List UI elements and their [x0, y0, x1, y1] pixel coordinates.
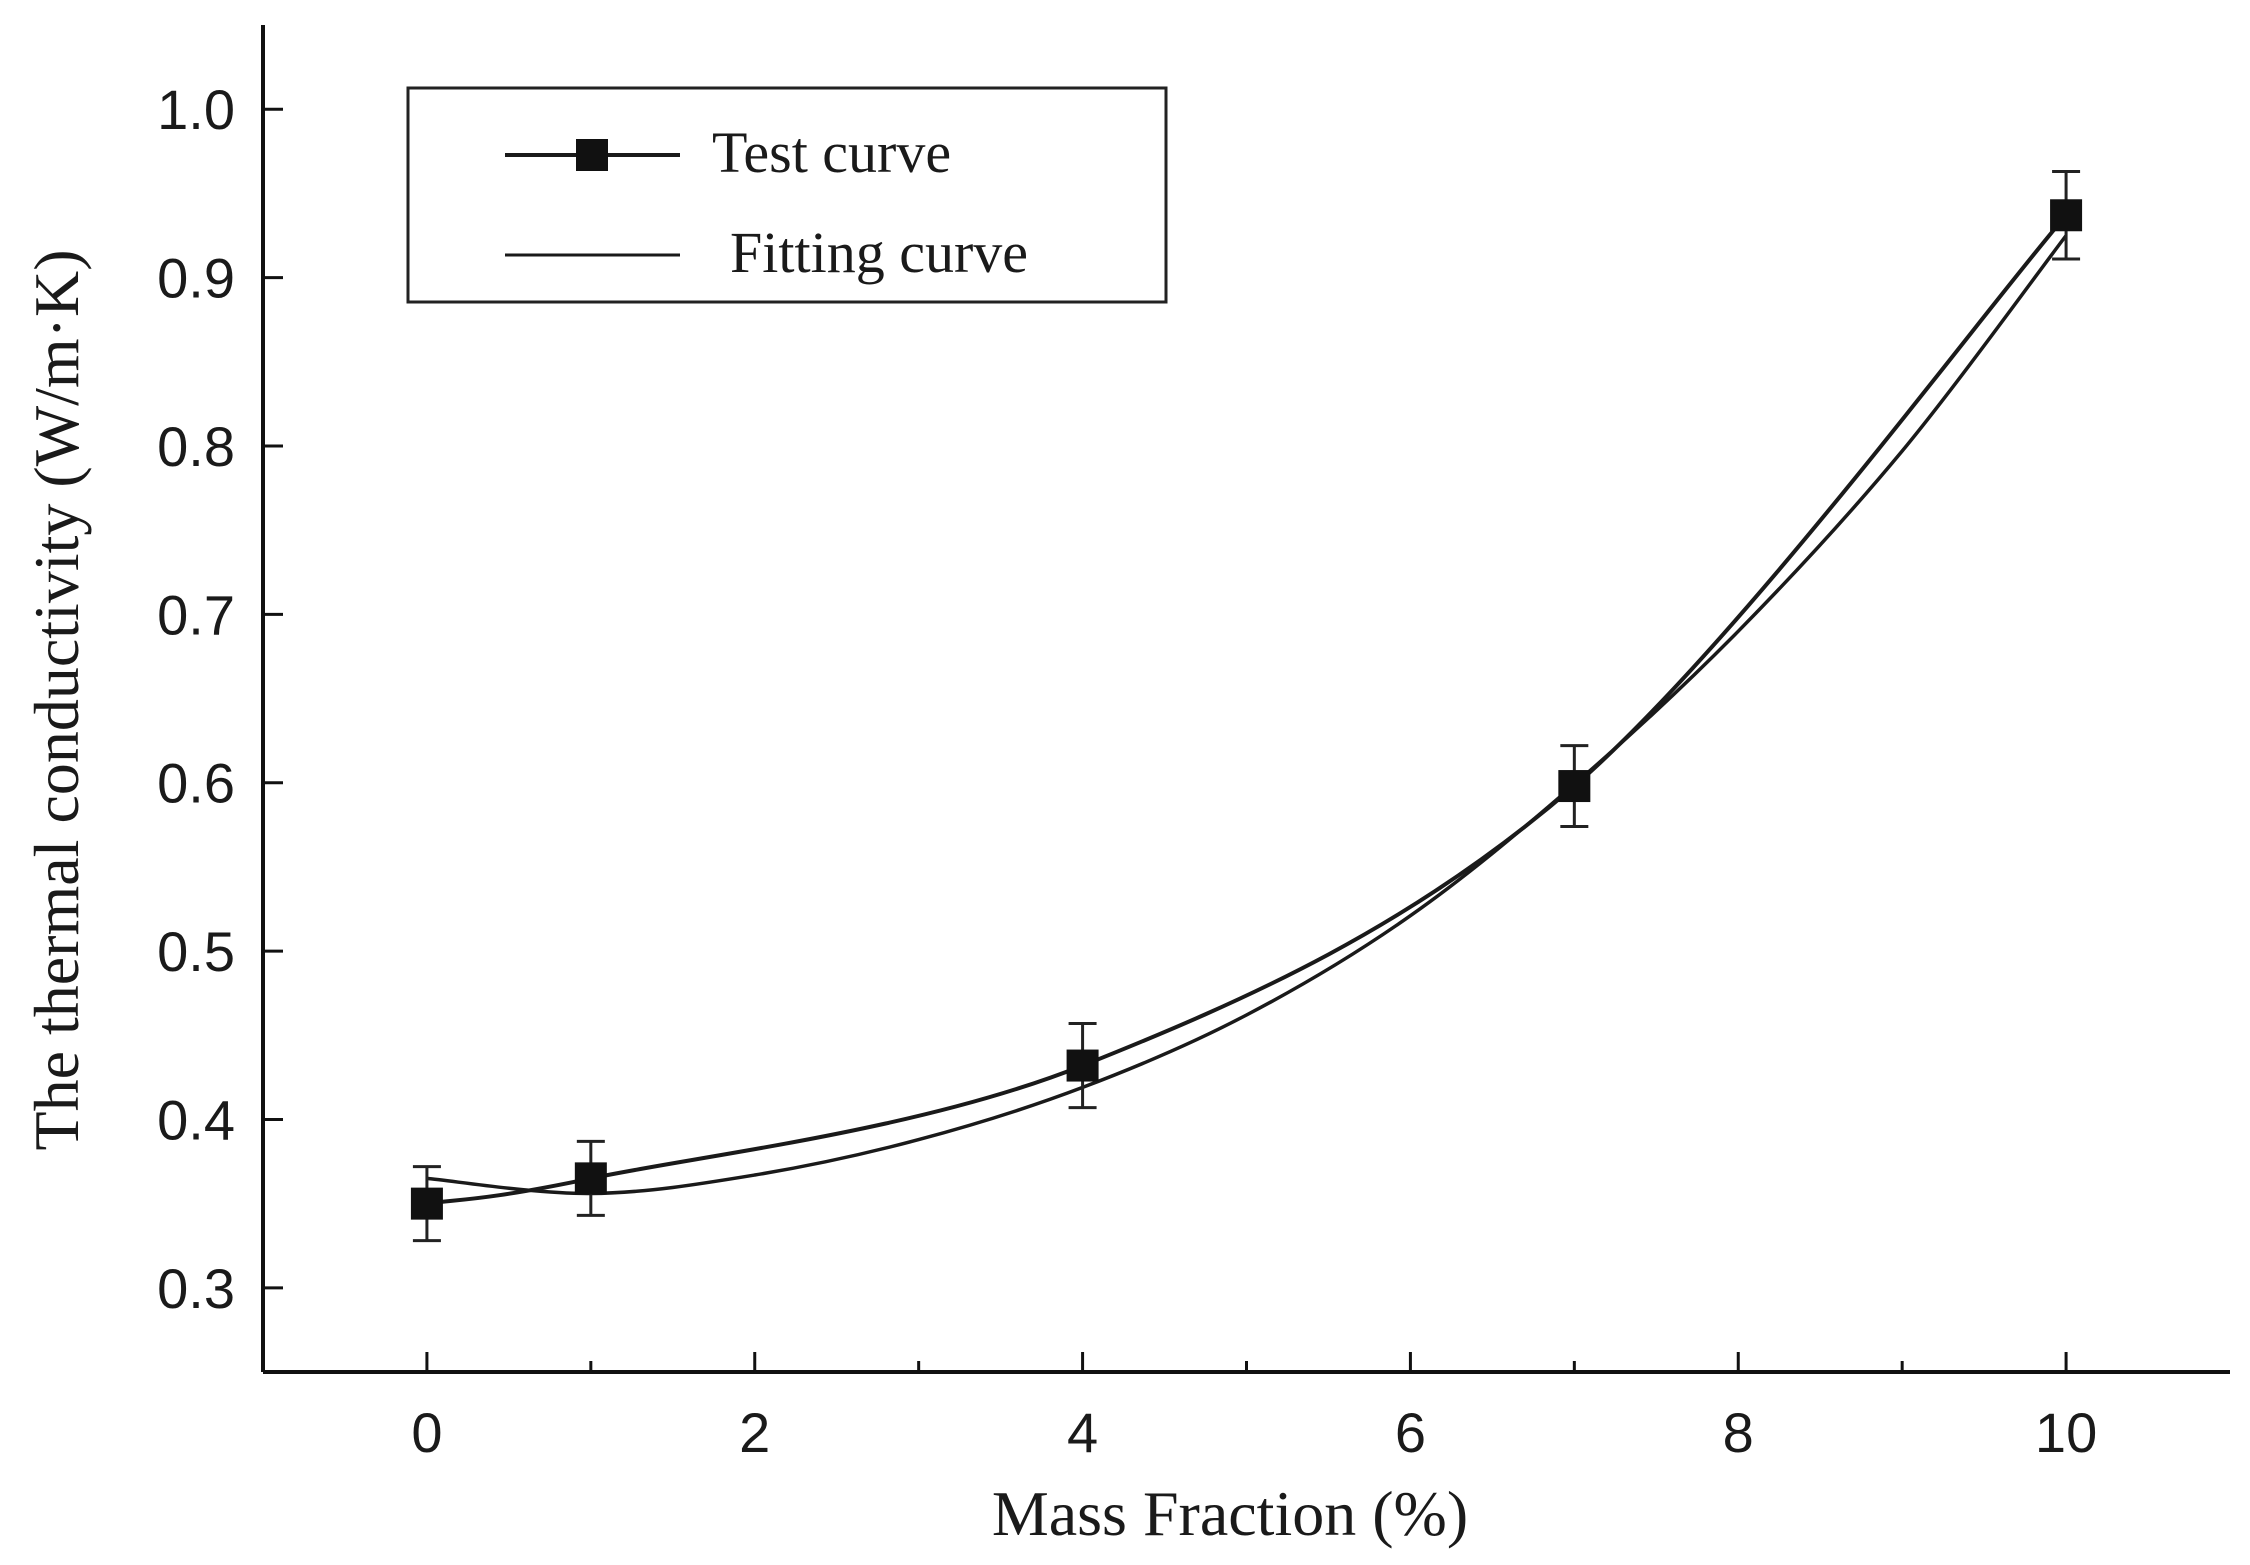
legend-marker-test-curve [576, 139, 608, 171]
y-tick-label: 1.0 [157, 78, 235, 141]
y-tick-label: 0.9 [157, 247, 235, 310]
y-tick-label: 0.4 [157, 1088, 235, 1151]
x-tick-label: 10 [2035, 1401, 2097, 1464]
y-tick-label: 0.6 [157, 752, 235, 815]
y-tick-label: 0.5 [157, 920, 235, 983]
x-tick-label: 4 [1067, 1401, 1098, 1464]
test-curve-point [574, 1162, 607, 1195]
series-marks [410, 169, 2083, 1243]
legend: Test curve Fitting curve [406, 86, 1168, 304]
x-tick-label: 2 [739, 1401, 770, 1464]
legend-label-test-curve: Test curve [712, 120, 951, 185]
y-tick-label: 0.8 [157, 415, 235, 478]
test-curve-line [426, 213, 2068, 1206]
fitting-curve-line [426, 234, 2068, 1196]
y-tick-label: 0.7 [157, 583, 235, 646]
y-axis-title: The thermal conductivity (W/m·K) [21, 249, 92, 1150]
legend-label-fitting-curve: Fitting curve [730, 220, 1028, 285]
test-curve-point [410, 1187, 443, 1220]
test-curve-point [2050, 199, 2083, 232]
y-tick-label: 0.3 [157, 1257, 235, 1320]
test-curve-point [1066, 1049, 1099, 1082]
axes: 0 2 4 6 8 10 0.3 0.4 0.5 0.6 0.7 0.8 0.9 1.0 [157, 25, 2230, 1464]
legend-box [406, 86, 1168, 304]
x-tick-label: 6 [1395, 1401, 1426, 1464]
x-tick-label: 8 [1723, 1401, 1754, 1464]
x-tick-label: 0 [411, 1401, 442, 1464]
x-axis-title: Mass Fraction (%) [992, 1478, 1468, 1549]
test-curve-point [1558, 770, 1591, 803]
